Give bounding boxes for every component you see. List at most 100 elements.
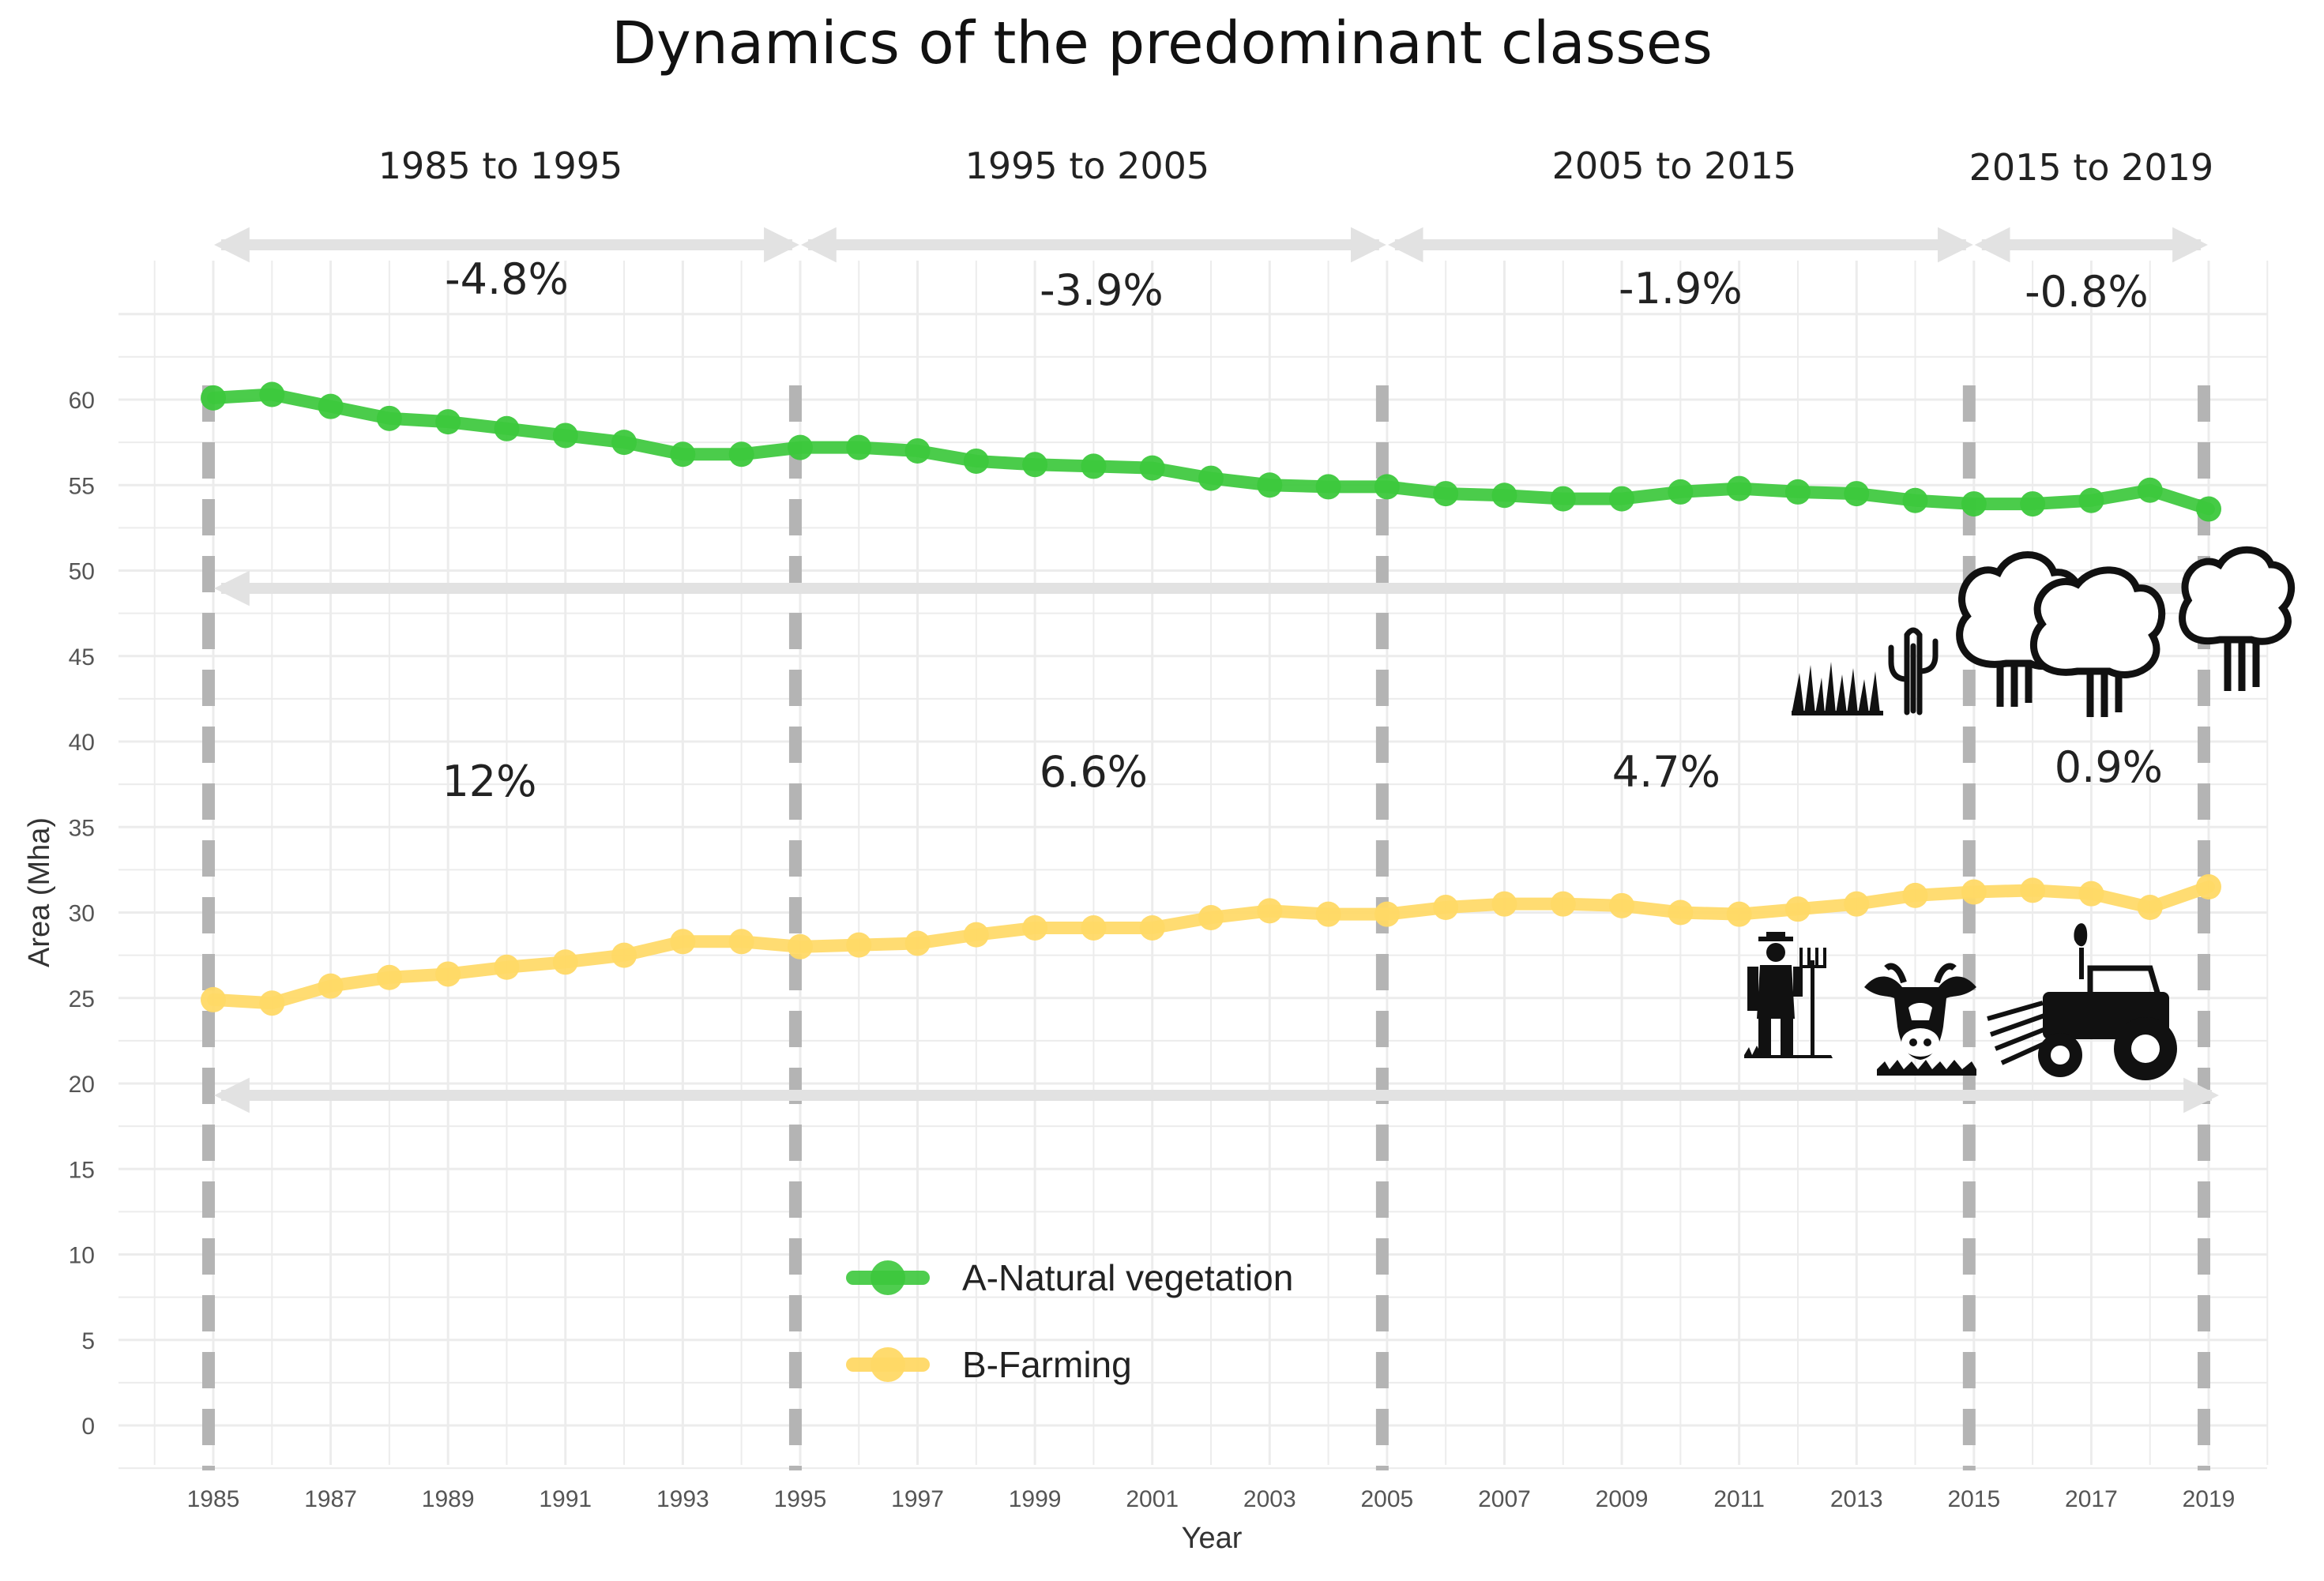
data-point: [670, 929, 696, 955]
data-point: [1433, 481, 1459, 507]
data-point: [435, 409, 461, 435]
y-tick-label: 10: [69, 1243, 95, 1269]
data-point: [2196, 874, 2221, 900]
period-label: 2005 to 2015: [1552, 145, 1797, 187]
legend-label-farming: B-Farming: [962, 1344, 1132, 1385]
data-point: [2078, 881, 2104, 907]
period-label: 1985 to 1995: [378, 145, 623, 187]
farming-change-label: 0.9%: [2055, 742, 2163, 792]
data-point: [1961, 491, 1987, 517]
data-point: [963, 448, 989, 474]
x-tick-label: 1999: [1009, 1486, 1062, 1512]
data-point: [1139, 914, 1165, 941]
series-natural: [201, 381, 2221, 522]
data-point: [1081, 453, 1107, 479]
data-point: [552, 422, 578, 449]
data-point: [1844, 891, 1870, 917]
y-tick-label: 20: [69, 1072, 95, 1098]
legend-entry-natural: A-Natural vegetation: [846, 1257, 1293, 1298]
period-label: 2015 to 2019: [1969, 146, 2214, 189]
data-point: [259, 990, 285, 1016]
chart-title: Dynamics of the predominant classes: [611, 9, 1713, 77]
data-point: [846, 434, 872, 460]
data-point: [1668, 899, 1694, 926]
x-tick-label: 2017: [2065, 1486, 2118, 1512]
data-point: [2137, 477, 2163, 503]
farming-change-label: 6.6%: [1040, 747, 1148, 797]
x-tick-label: 2015: [1947, 1486, 2000, 1512]
data-point: [728, 929, 754, 955]
x-tick-label: 1995: [774, 1486, 827, 1512]
x-axis-ticks: 1985 1987 1989 1991 1993 1995 1997 1999 2001 2003…: [187, 1486, 2236, 1512]
data-point: [1550, 486, 1576, 512]
data-point: [376, 964, 402, 990]
natural-change-label: -1.9%: [1619, 264, 1743, 314]
data-point: [1257, 898, 1283, 924]
data-point: [1198, 904, 1224, 930]
data-point: [846, 932, 872, 958]
grass-icon: [1792, 662, 1883, 715]
data-point: [1609, 486, 1635, 512]
legend: A-Natural vegetation B-Farming: [846, 1257, 1293, 1385]
data-point: [1961, 879, 1987, 905]
data-point: [1609, 892, 1635, 918]
data-point: [787, 434, 813, 460]
y-axis-label: Area (Mha): [23, 817, 56, 967]
x-tick-label: 1985: [187, 1486, 240, 1512]
trees-icon: [1956, 546, 2296, 717]
data-point: [376, 405, 402, 431]
data-point: [904, 437, 931, 464]
data-point: [318, 393, 344, 419]
x-axis-label: Year: [1182, 1522, 1243, 1555]
data-point: [1433, 895, 1459, 921]
data-point: [494, 415, 520, 441]
data-point: [1315, 474, 1341, 500]
data-point: [2020, 877, 2046, 903]
data-point: [1668, 479, 1694, 505]
period-labels: 1985 to 1995 -4.8% 12% 1995 to 2005 -3.9% 6.6…: [378, 145, 2214, 806]
series-farming: [201, 874, 2221, 1016]
natural-change-label: -3.9%: [1040, 265, 1164, 315]
natural-change-label: -4.8%: [445, 254, 569, 304]
x-tick-label: 2011: [1713, 1486, 1765, 1512]
period-label: 1995 to 2005: [965, 145, 1210, 187]
data-point: [1550, 891, 1576, 917]
y-tick-label: 30: [69, 901, 95, 927]
data-point: [963, 922, 989, 948]
x-tick-label: 1997: [891, 1486, 944, 1512]
farming-change-label: 12%: [442, 757, 536, 806]
x-tick-label: 2013: [1830, 1486, 1883, 1512]
y-tick-label: 0: [81, 1414, 95, 1440]
data-point: [1081, 914, 1107, 941]
data-point: [611, 942, 637, 968]
tractor-icon: [1987, 923, 2177, 1080]
data-point: [787, 933, 813, 959]
data-point: [1902, 487, 1928, 513]
farming-change-label: 4.7%: [1612, 747, 1720, 797]
x-tick-label: 1987: [304, 1486, 357, 1512]
data-point: [1374, 474, 1400, 500]
x-tick-label: 1991: [539, 1486, 592, 1512]
farmer-icon: [1744, 932, 1833, 1058]
y-tick-label: 15: [69, 1157, 95, 1183]
data-point: [201, 385, 226, 411]
data-point: [1022, 452, 1048, 478]
data-point: [1784, 479, 1811, 505]
natural-change-label: -0.8%: [2025, 267, 2149, 317]
data-point: [611, 430, 637, 456]
data-point: [1902, 882, 1928, 908]
x-tick-label: 2007: [1478, 1486, 1531, 1512]
data-point: [728, 441, 754, 468]
data-point: [2078, 487, 2104, 513]
data-point: [494, 954, 520, 980]
cactus-icon: [1888, 627, 1939, 715]
cow-icon: [1864, 963, 1976, 1076]
data-point: [1726, 901, 1752, 927]
data-point: [552, 949, 578, 975]
period-arrows: [214, 227, 2219, 1113]
x-tick-label: 2003: [1243, 1486, 1296, 1512]
y-tick-label: 60: [69, 388, 95, 414]
data-point: [1844, 481, 1870, 507]
x-tick-label: 2019: [2183, 1486, 2236, 1512]
data-point: [670, 441, 696, 468]
